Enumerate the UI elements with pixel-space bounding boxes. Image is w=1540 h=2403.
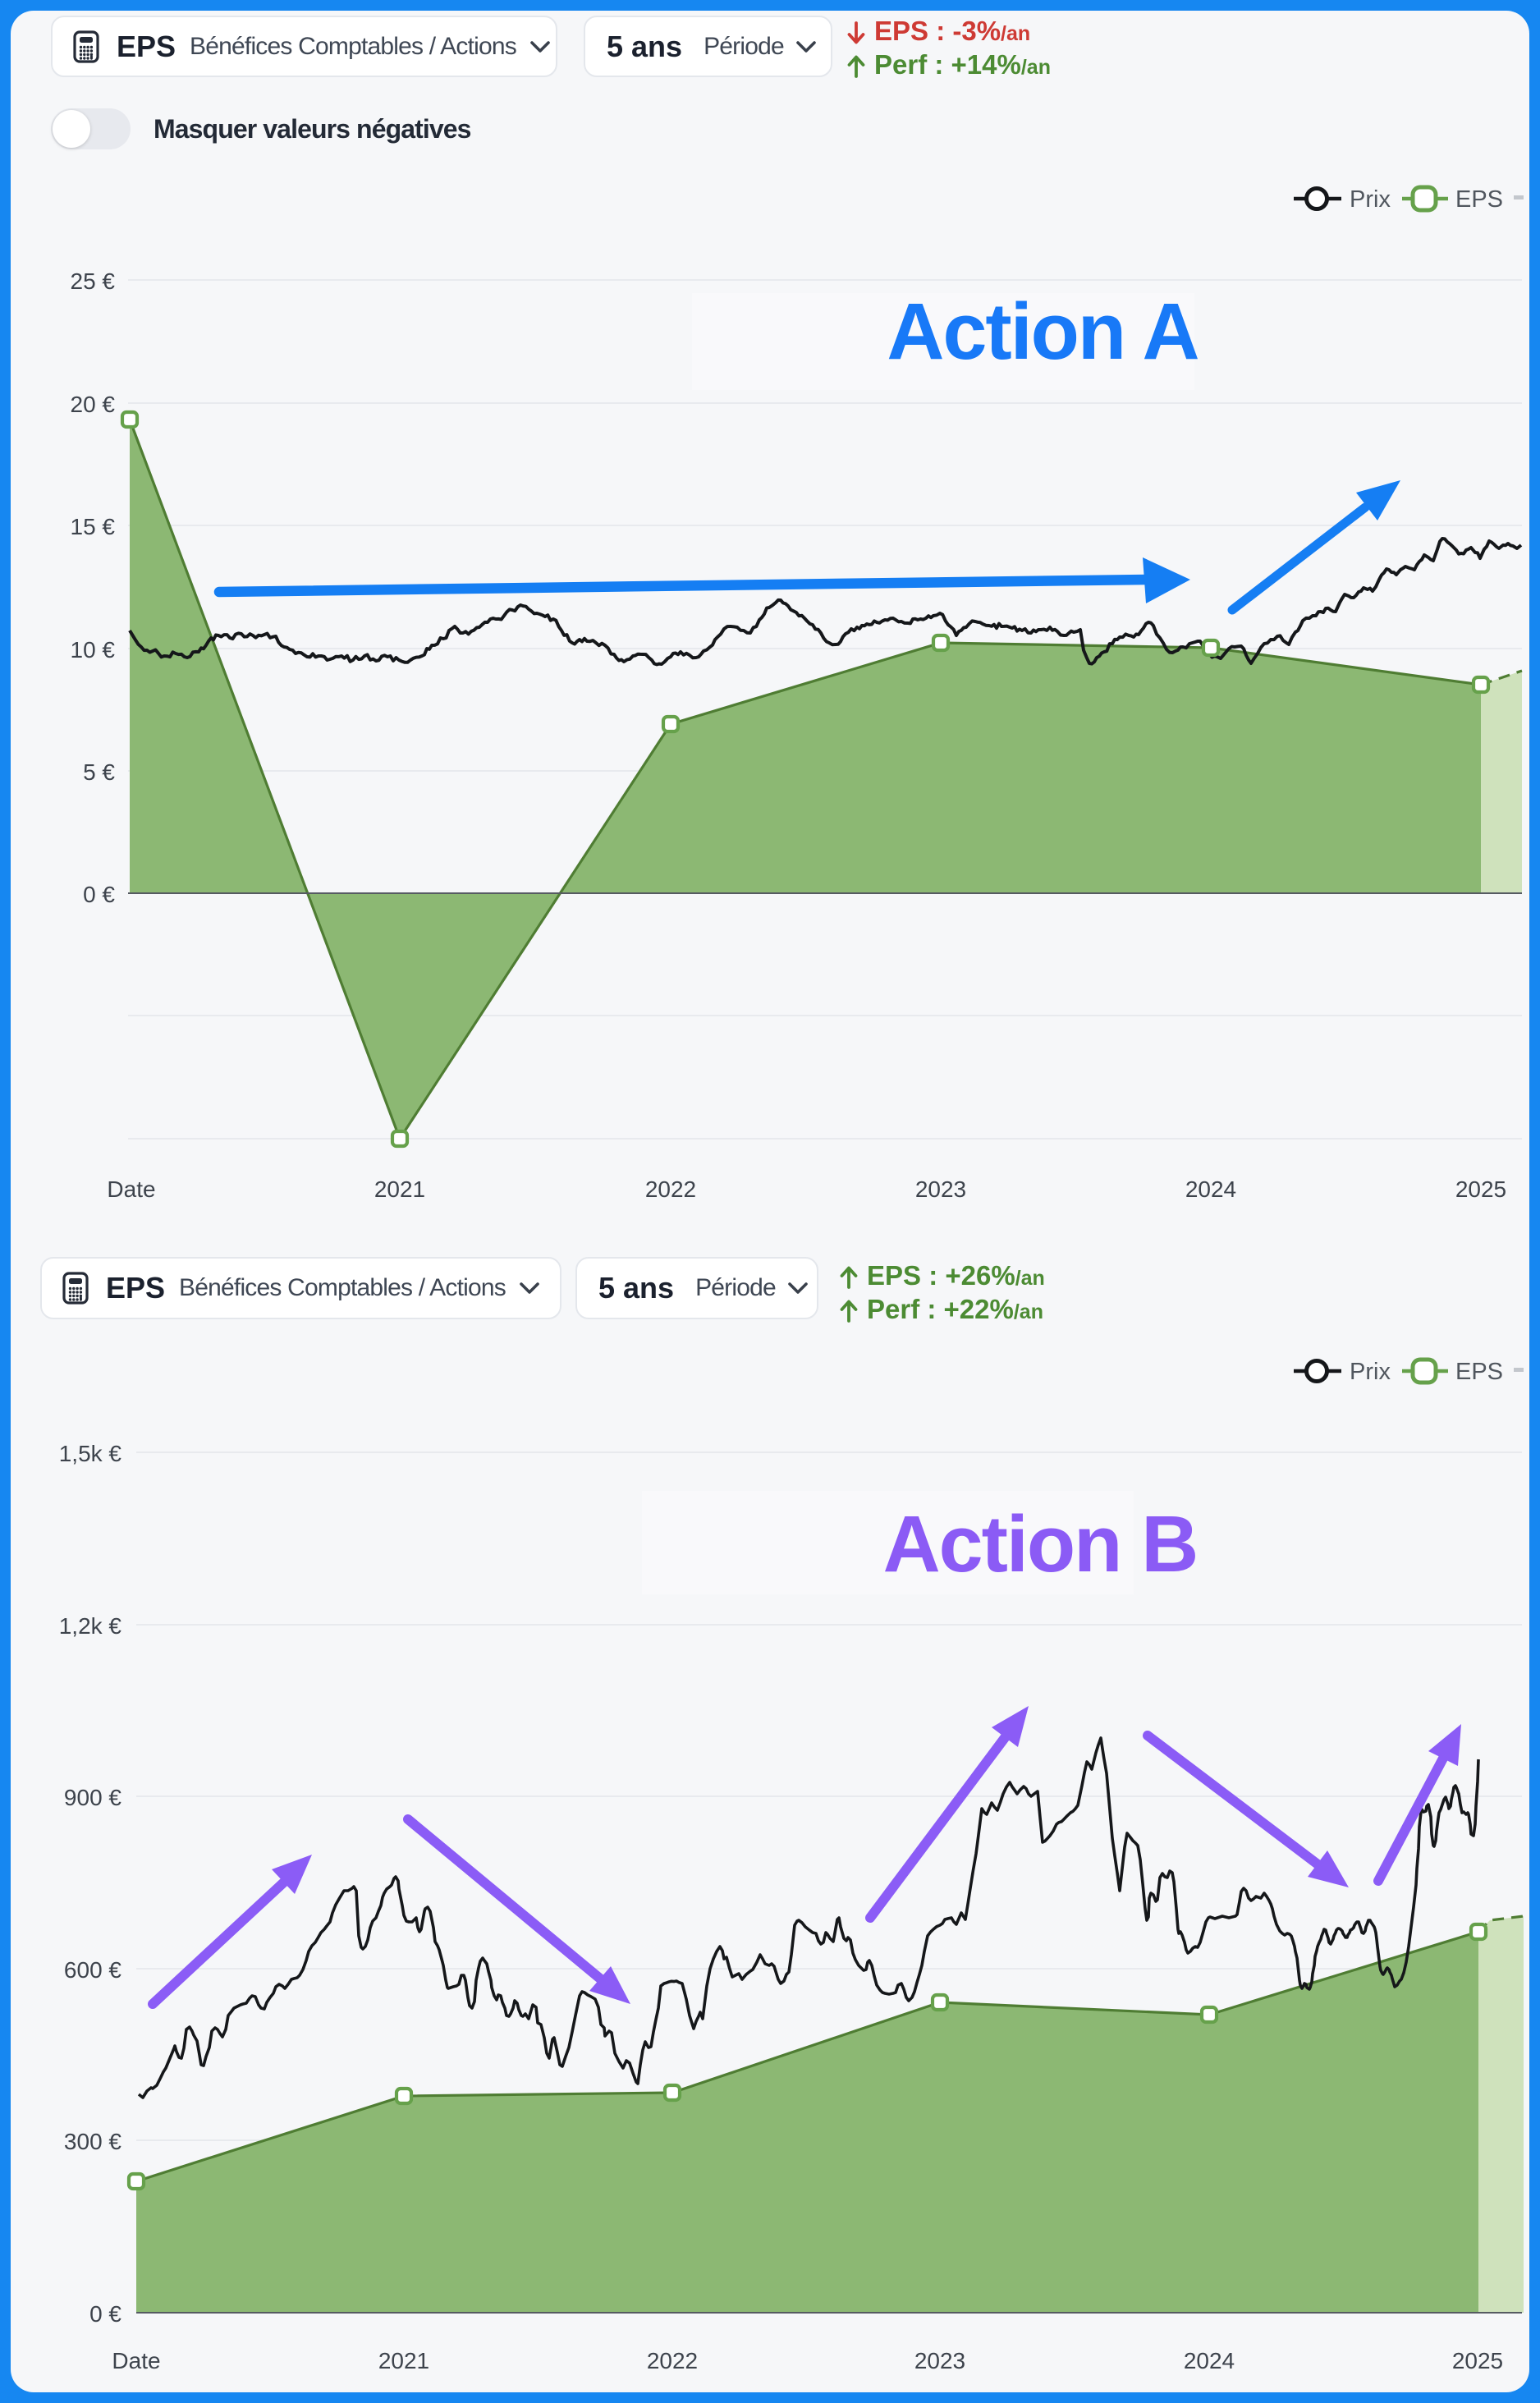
svg-text:2023: 2023 — [914, 2348, 965, 2373]
svg-text:1,5k €: 1,5k € — [59, 1441, 122, 1466]
svg-text:Prix: Prix — [1350, 186, 1391, 213]
svg-text:Action B: Action B — [883, 1499, 1198, 1589]
svg-text:20 €: 20 € — [71, 392, 116, 417]
svg-text:2025: 2025 — [1455, 1176, 1506, 1202]
svg-text:Prix: Prix — [1350, 1359, 1391, 1385]
svg-text:Date: Date — [112, 2348, 160, 2373]
svg-text:5 €: 5 € — [83, 759, 115, 785]
svg-text:25 €: 25 € — [71, 268, 116, 294]
svg-text:300 €: 300 € — [64, 2129, 121, 2154]
svg-text:2021: 2021 — [378, 2348, 429, 2373]
svg-text:15 €: 15 € — [71, 514, 116, 539]
svg-text:EPS: EPS — [1455, 1359, 1503, 1385]
svg-text:2021: 2021 — [374, 1176, 425, 1202]
svg-text:0 €: 0 € — [83, 882, 115, 907]
svg-text:2024: 2024 — [1184, 2348, 1235, 2373]
svg-text:2023: 2023 — [915, 1176, 966, 1202]
svg-text:EPS: EPS — [1455, 186, 1503, 213]
svg-text:2025: 2025 — [1452, 2348, 1503, 2373]
svg-text:10 €: 10 € — [71, 637, 116, 663]
svg-text:Action A: Action A — [887, 287, 1198, 376]
svg-text:2024: 2024 — [1185, 1176, 1236, 1202]
svg-text:2022: 2022 — [645, 1176, 696, 1202]
svg-text:900 €: 900 € — [64, 1785, 121, 1810]
svg-text:Date: Date — [107, 1176, 155, 1202]
svg-text:600 €: 600 € — [64, 1957, 121, 1983]
svg-text:0 €: 0 € — [89, 2301, 121, 2327]
svg-text:2022: 2022 — [647, 2348, 698, 2373]
svg-text:1,2k €: 1,2k € — [59, 1613, 122, 1639]
